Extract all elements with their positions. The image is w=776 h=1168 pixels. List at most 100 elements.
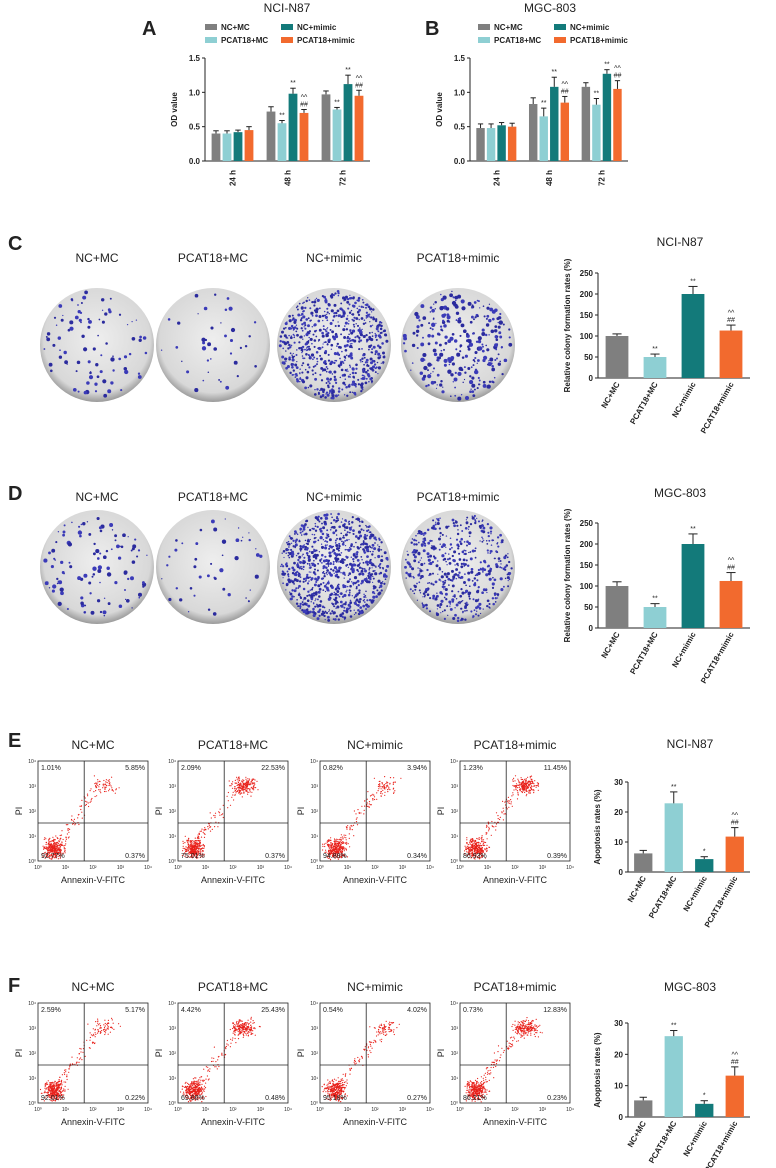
colony [477,363,478,364]
colony [377,544,378,545]
event [479,837,480,838]
colony [466,559,468,561]
colony [351,310,352,311]
colony [483,540,484,541]
y-tick-label: 10² [169,809,177,815]
event [384,784,385,785]
colony [176,587,178,589]
colony [454,296,458,300]
event [47,847,48,848]
colony [306,543,308,545]
colony [328,566,329,567]
colony [416,325,419,328]
colony [460,588,462,590]
colony [439,549,441,551]
colony [319,347,322,350]
colony [350,600,352,602]
event [215,815,216,816]
colony [383,330,386,333]
colony [53,558,55,560]
colony [294,364,297,367]
colony [471,307,473,309]
colony [470,551,472,553]
colony [487,523,489,525]
colony [473,583,476,586]
colony [236,538,240,542]
colony [347,308,349,310]
colony [481,567,484,570]
colony [331,586,334,589]
colony [497,542,499,544]
colony [344,394,345,395]
colony [299,368,301,370]
quadrant-percent: 0.37% [125,853,145,860]
colony [213,528,217,532]
colony [313,571,316,574]
colony [292,319,294,321]
colony [301,365,303,367]
colony [334,292,336,294]
colony [322,606,325,609]
y-axis-label: PI [14,807,24,816]
event [324,844,325,845]
colony [91,611,95,615]
colony [433,549,434,550]
event [480,848,481,849]
event [233,792,234,793]
colony [412,538,413,539]
colony [479,527,481,529]
colony [404,566,407,569]
event [478,851,479,852]
colony [97,599,100,602]
colony [312,369,314,371]
colony [362,299,364,301]
colony [302,554,304,556]
colony [460,344,463,347]
event [44,848,45,849]
event [48,843,49,844]
significance-mark: ## [614,73,622,80]
colony [80,602,84,606]
event [327,840,328,841]
colony [338,588,340,590]
event [59,839,60,840]
colony [363,594,364,595]
colony [286,321,287,322]
colony [451,570,454,573]
event [111,785,112,786]
colony [439,517,440,518]
colony [346,301,349,304]
colony [465,584,467,586]
y-tick-label: 10⁴ [168,759,176,765]
event [345,837,346,838]
colony [494,377,496,379]
colony [305,546,307,548]
x-tick-label: 10³ [117,865,125,871]
colony [282,570,284,572]
event [479,848,480,849]
event [220,809,221,810]
colony [207,359,209,361]
colony [346,539,348,541]
colony [89,592,91,594]
event [467,846,468,847]
colony [492,597,494,599]
colony [417,347,419,349]
colony [314,393,317,396]
colony [335,382,337,384]
y-axis-label: Relative colony formation rates (%) [563,508,572,642]
colony [346,566,347,567]
event [194,848,195,849]
colony [142,581,145,584]
colony [364,319,366,321]
colony [327,394,330,397]
colony [343,607,345,609]
event [519,785,520,786]
colony [362,389,364,391]
colony [424,532,425,533]
colony [497,536,499,538]
colony [481,541,483,543]
colony [476,590,479,593]
colony [338,390,341,393]
colony [360,546,362,548]
